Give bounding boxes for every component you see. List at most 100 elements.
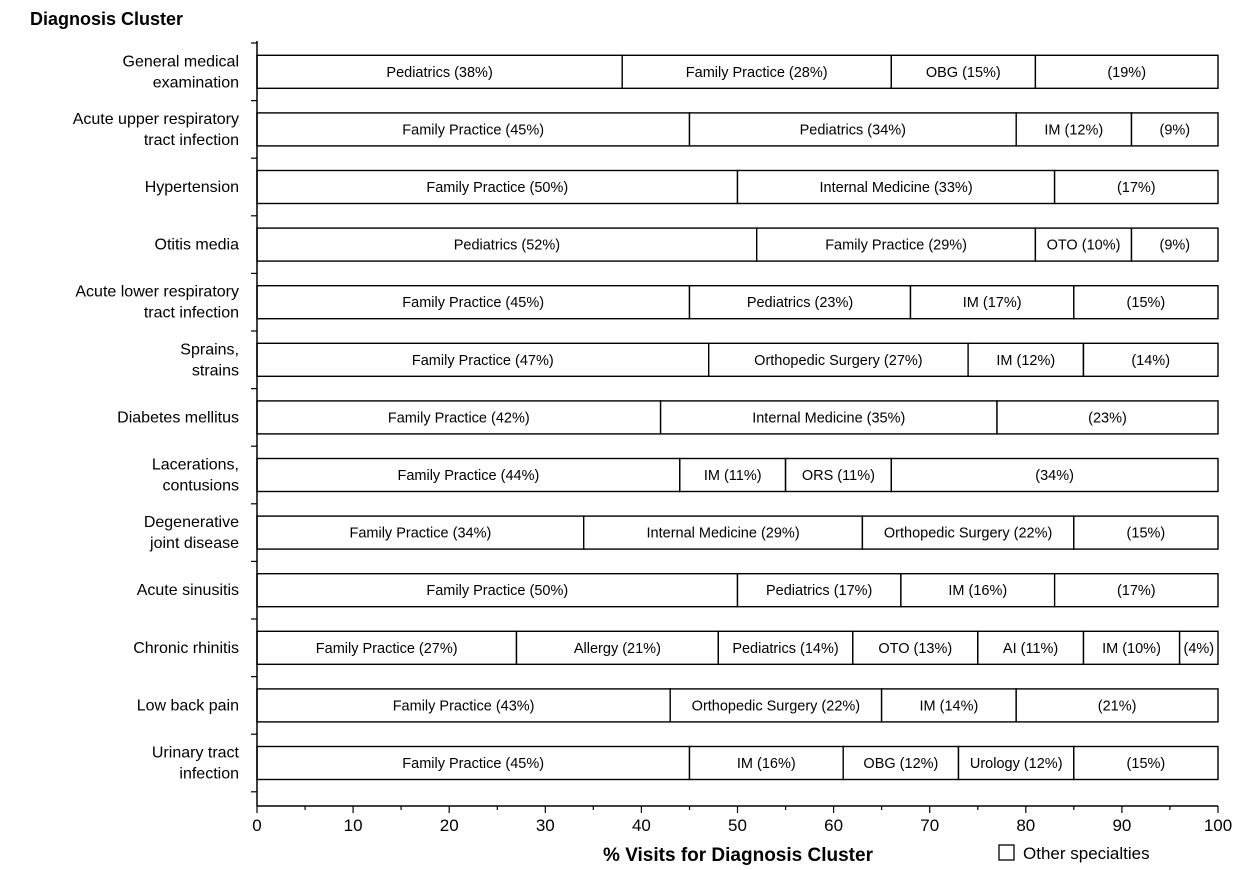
bar-segment xyxy=(688,745,845,781)
segment-label: Family Practice (42%) xyxy=(388,410,530,426)
segment-label: Orthopedic Surgery (22%) xyxy=(884,526,1052,542)
segment-label: Pediatrics (34%) xyxy=(800,122,906,138)
category-label: Sprains, xyxy=(180,341,239,358)
category-label: Acute sinusitis xyxy=(137,582,239,599)
x-tick-label: 10 xyxy=(344,816,363,835)
bar-segment xyxy=(1130,112,1219,147)
bar-segment xyxy=(1053,573,1219,608)
category-label: infection xyxy=(179,766,239,783)
segment-label: Allergy (21%) xyxy=(574,641,661,657)
bar-segment xyxy=(256,227,758,262)
x-tick-label: 20 xyxy=(440,816,459,835)
segment-label: OTO (13%) xyxy=(878,641,952,657)
bar-segment xyxy=(1034,54,1219,89)
bar-segment xyxy=(256,54,623,89)
segment-label: IM (11%) xyxy=(704,468,762,484)
bar-segment xyxy=(659,400,998,435)
segment-label: IM (10%) xyxy=(1102,641,1161,657)
bar-segment xyxy=(688,285,912,320)
segment-label: Orthopedic Surgery (27%) xyxy=(754,353,922,369)
segment-label: Pediatrics (38%) xyxy=(386,65,492,81)
x-tick-label: 40 xyxy=(632,816,651,835)
bar-segment xyxy=(1053,169,1219,205)
bar-segment xyxy=(1130,227,1219,262)
x-tick-label: 30 xyxy=(536,816,555,835)
x-axis-label: % Visits for Diagnosis Cluster xyxy=(603,845,874,866)
category-label: joint disease xyxy=(149,535,239,552)
segment-label: Family Practice (47%) xyxy=(412,353,554,369)
bar-segment xyxy=(736,169,1056,205)
category-label: Urinary tract xyxy=(152,745,240,762)
segment-label: Pediatrics (23%) xyxy=(747,295,853,311)
category-label: Hypertension xyxy=(145,179,239,196)
bar-segment xyxy=(256,515,585,550)
segment-label: (15%) xyxy=(1127,756,1166,772)
segment-label: Family Practice (27%) xyxy=(316,641,458,657)
bar-segment xyxy=(890,54,1037,89)
segment-label: (23%) xyxy=(1088,410,1127,426)
segment-label: (9%) xyxy=(1159,238,1190,254)
bar-segment xyxy=(756,227,1037,262)
bar-segment xyxy=(996,400,1219,435)
segment-label: Family Practice (50%) xyxy=(426,180,568,196)
bar-segment xyxy=(679,457,787,493)
x-tick-label: 90 xyxy=(1112,816,1131,835)
category-label: Low back pain xyxy=(137,697,239,714)
segment-label: Family Practice (45%) xyxy=(402,756,544,772)
segment-label: Family Practice (45%) xyxy=(402,122,544,138)
bar-segment xyxy=(957,745,1075,781)
legend: Other specialties xyxy=(998,844,1150,863)
legend-label-other-specialties: Other specialties xyxy=(1023,844,1150,863)
segment-label: Pediatrics (52%) xyxy=(454,238,560,254)
bar-segment xyxy=(852,630,979,665)
segment-label: AI (11%) xyxy=(1003,641,1058,657)
segment-label: (4%) xyxy=(1183,641,1214,657)
category-label: Acute upper respiratory xyxy=(73,111,239,128)
segment-label: (14%) xyxy=(1131,353,1170,369)
segment-label: IM (16%) xyxy=(737,756,796,772)
segment-label: (15%) xyxy=(1127,295,1166,311)
bar-segment xyxy=(1034,227,1133,262)
bar-segment xyxy=(688,112,1017,147)
segment-label: (21%) xyxy=(1098,698,1137,714)
category-label: examination xyxy=(153,74,239,91)
segment-label: Pediatrics (14%) xyxy=(732,641,838,657)
chart-title: Diagnosis Cluster xyxy=(30,9,183,29)
bar-segment xyxy=(967,342,1085,377)
bar-segment xyxy=(784,457,892,493)
segment-label: (17%) xyxy=(1117,180,1156,196)
bar-segment xyxy=(717,630,854,665)
segment-label: (9%) xyxy=(1159,122,1190,138)
category-label: Degenerative xyxy=(144,514,239,531)
segment-label: Orthopedic Surgery (22%) xyxy=(692,698,860,714)
segment-label: Family Practice (43%) xyxy=(393,698,535,714)
bar-segment xyxy=(256,573,739,608)
bar-segment xyxy=(1015,688,1219,723)
x-tick-label: 50 xyxy=(728,816,747,835)
segment-label: Family Practice (28%) xyxy=(686,65,828,81)
category-label: tract infection xyxy=(144,305,239,322)
x-tick-label: 70 xyxy=(920,816,939,835)
category-label: contusions xyxy=(163,478,240,495)
category-label: Acute lower respiratory xyxy=(75,284,239,301)
segment-label: IM (12%) xyxy=(1044,122,1103,138)
segment-label: (15%) xyxy=(1127,526,1166,542)
segment-label: (19%) xyxy=(1107,65,1146,81)
x-axis: 0 10 20 30 40 50 60 70 80 90 100 xyxy=(251,41,1232,835)
category-label: Chronic rhinitis xyxy=(133,640,239,657)
segment-label: Internal Medicine (33%) xyxy=(820,180,973,196)
segment-label: IM (17%) xyxy=(963,295,1022,311)
bar-segment xyxy=(890,457,1219,493)
bar-segment xyxy=(1073,745,1219,781)
bar-segment xyxy=(1015,112,1133,147)
bar-segment xyxy=(708,342,969,377)
bar-segment xyxy=(909,285,1075,320)
category-label: General medical xyxy=(123,53,240,70)
bar-segment xyxy=(256,457,681,493)
segment-label: IM (16%) xyxy=(948,583,1007,599)
bar-segment xyxy=(515,630,720,665)
segment-label: ORS (11%) xyxy=(802,468,875,484)
bar-segment xyxy=(256,688,671,723)
segment-label: Family Practice (34%) xyxy=(349,526,491,542)
bar-segment xyxy=(1073,515,1219,550)
